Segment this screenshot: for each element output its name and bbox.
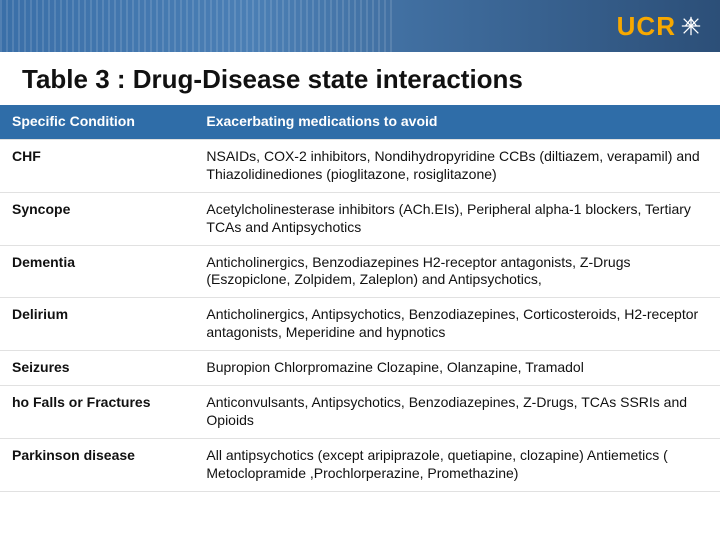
cell-medications: Anticholinergics, Benzodiazepines H2-rec… (194, 245, 720, 298)
table-row: SeizuresBupropion Chlorpromazine Clozapi… (0, 351, 720, 386)
starburst-icon (680, 15, 702, 37)
table-row: DeliriumAnticholinergics, Antipsychotics… (0, 298, 720, 351)
cell-condition: Syncope (0, 192, 194, 245)
cell-medications: Anticholinergics, Antipsychotics, Benzod… (194, 298, 720, 351)
drug-disease-table: Specific Condition Exacerbating medicati… (0, 105, 720, 492)
cell-condition: CHF (0, 139, 194, 192)
page-title: Table 3 : Drug-Disease state interaction… (0, 52, 720, 105)
table-row: ho Falls or FracturesAnticonvulsants, An… (0, 386, 720, 439)
header-band: UCR (0, 0, 720, 52)
cell-medications: Bupropion Chlorpromazine Clozapine, Olan… (194, 351, 720, 386)
table-row: DementiaAnticholinergics, Benzodiazepine… (0, 245, 720, 298)
cell-condition: Parkinson disease (0, 438, 194, 491)
brand-text: UCR (617, 11, 676, 42)
brand-logo: UCR (617, 11, 702, 42)
col-header-medications: Exacerbating medications to avoid (194, 105, 720, 139)
cell-condition: Delirium (0, 298, 194, 351)
table-row: Parkinson diseaseAll antipsychotics (exc… (0, 438, 720, 491)
table-header-row: Specific Condition Exacerbating medicati… (0, 105, 720, 139)
cell-medications: NSAIDs, COX-2 inhibitors, Nondihydropyri… (194, 139, 720, 192)
cell-medications: All antipsychotics (except aripiprazole,… (194, 438, 720, 491)
cell-condition: Dementia (0, 245, 194, 298)
cell-medications: Acetylcholinesterase inhibitors (ACh.EIs… (194, 192, 720, 245)
cell-medications: Anticonvulsants, Antipsychotics, Benzodi… (194, 386, 720, 439)
table-row: CHFNSAIDs, COX-2 inhibitors, Nondihydrop… (0, 139, 720, 192)
table-row: Syncope Acetylcholinesterase inhibitors … (0, 192, 720, 245)
col-header-condition: Specific Condition (0, 105, 194, 139)
cell-condition: Seizures (0, 351, 194, 386)
cell-condition: ho Falls or Fractures (0, 386, 194, 439)
